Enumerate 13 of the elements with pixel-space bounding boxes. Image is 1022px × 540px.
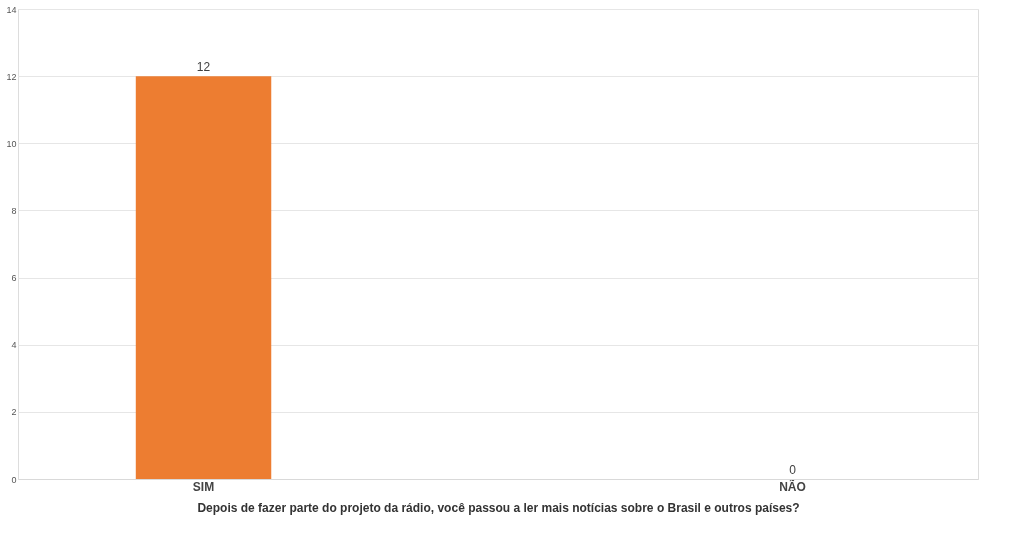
x-axis-title: Depois de fazer parte do projeto da rádio, você passou a ler mais notícias sobre o Brasil e outros países? — [197, 500, 800, 515]
y-tick-label: 14 — [6, 4, 17, 15]
y-tick-label: 10 — [6, 138, 17, 149]
y-tick-label: 2 — [11, 407, 17, 418]
data-label: 0 — [789, 463, 797, 477]
y-tick-label: 6 — [11, 273, 17, 284]
x-tick-label: NÃO — [779, 478, 806, 494]
y-tick-label: 8 — [11, 205, 17, 216]
y-tick-label: 12 — [6, 71, 17, 82]
y-tick-label: 0 — [11, 474, 17, 485]
x-tick-label: SIM — [192, 479, 215, 494]
data-label: 12 — [196, 60, 211, 75]
y-tick-label: 4 — [11, 340, 17, 351]
